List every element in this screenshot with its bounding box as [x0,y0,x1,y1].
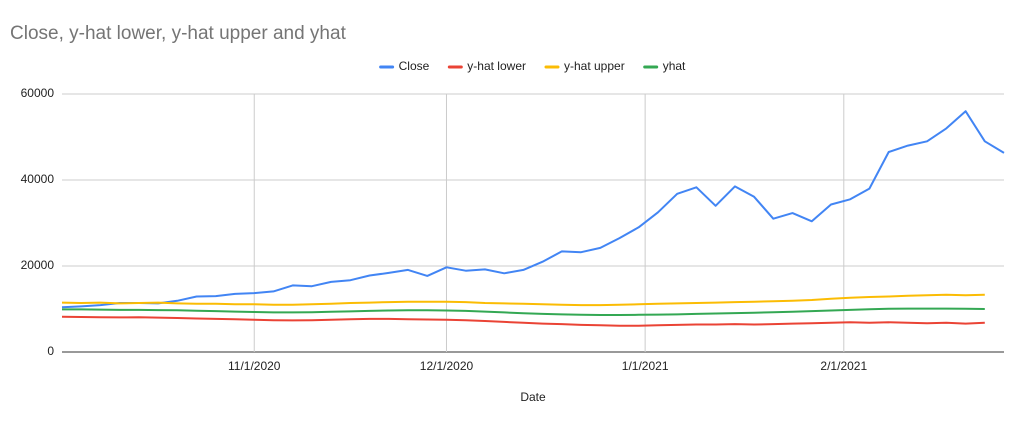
chart-title: Close, y-hat lower, y-hat upper and yhat [10,23,347,44]
series-line [61,315,985,327]
x-axis-title: Date [520,390,546,404]
series-line [61,110,1005,309]
y-tick-label: 40000 [21,172,55,186]
x-tick-label: 11/1/2020 [228,359,281,373]
y-tick-label: 0 [47,344,54,358]
legend-label: y-hat upper [564,59,625,73]
legend-label: y-hat lower [467,59,526,73]
x-tick-label: 12/1/2020 [420,359,474,373]
x-tick-label: 2/1/2021 [820,359,867,373]
legend-label: Close [399,59,430,73]
series-line [61,293,985,307]
legend-label: yhat [663,59,686,73]
y-tick-label: 60000 [21,86,55,100]
y-tick-label: 20000 [21,258,55,272]
series-line [62,307,985,316]
x-tick-label: 1/1/2021 [622,359,669,373]
